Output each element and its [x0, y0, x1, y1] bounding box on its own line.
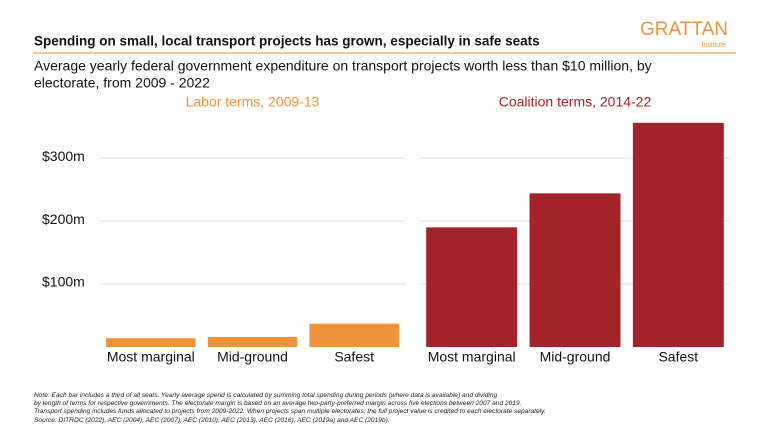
note: Source: DITRDC (2022), AEC (2004), AEC (…	[34, 417, 390, 424]
bar	[106, 338, 196, 347]
y-tick-label: $200m	[42, 211, 85, 227]
note: Note: Each bar includes a third of all s…	[34, 392, 498, 399]
x-tick-label: Safest	[658, 349, 698, 365]
subtitle: Average yearly federal government expend…	[34, 58, 652, 74]
panel-title: Coalition terms, 2014-22	[499, 94, 652, 110]
note: Transport spending includes funds alloca…	[34, 408, 546, 415]
x-tick-label: Safest	[334, 349, 374, 365]
title: Spending on small, local transport proje…	[34, 34, 540, 49]
bar	[529, 193, 621, 347]
bar	[207, 336, 298, 347]
subtitle: electorate, from 2009 - 2022	[34, 75, 210, 91]
bar	[309, 323, 399, 347]
bar	[426, 227, 518, 347]
logo-sub: Institute	[701, 42, 726, 49]
bar	[632, 122, 724, 347]
y-tick-label: $300m	[42, 148, 85, 164]
note: by length of terms for respective govern…	[34, 400, 522, 407]
x-tick-label: Most marginal	[428, 349, 516, 365]
y-tick-label: $100m	[42, 274, 85, 290]
panel-title: Labor terms, 2009-13	[186, 94, 320, 110]
logo: GRATTAN	[640, 19, 728, 40]
x-tick-label: Mid-ground	[540, 349, 611, 365]
x-tick-label: Most marginal	[107, 349, 195, 365]
x-tick-label: Mid-ground	[217, 349, 288, 365]
